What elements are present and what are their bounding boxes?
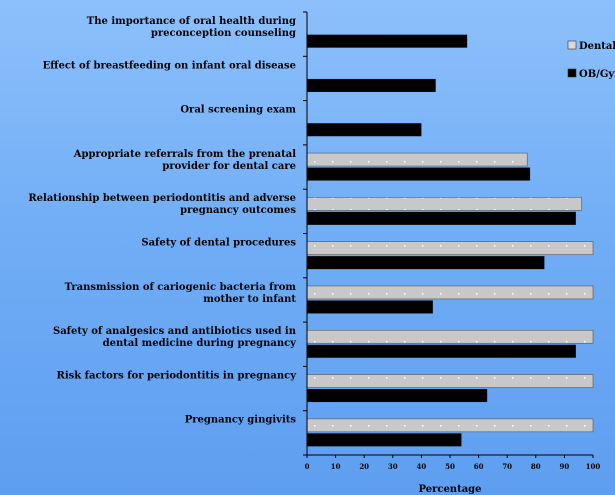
category-label-8: Risk factors for periodontitis in pregna…: [57, 370, 298, 381]
x-tick-label-9: 90: [560, 462, 570, 471]
x-tick-label-0: 0: [305, 462, 310, 471]
bar-dental-5: [306, 241, 594, 255]
legend: Dental OB/Gyn: [567, 40, 615, 80]
bar-obgyn-6: [307, 300, 433, 314]
bar-obgyn-0: [307, 34, 468, 48]
bar-obgyn-2: [307, 123, 422, 137]
category-label-2: Oral screening exam: [180, 105, 296, 116]
category-label-3: Appropriate referrals from the prenatal p…: [73, 149, 296, 172]
axes: 0 10 20 30 40 50 60 70 80 90 100 Percentage: [303, 11, 601, 495]
legend-label-dental: Dental: [579, 41, 615, 52]
x-tick-label-8: 80: [531, 462, 541, 471]
category-labels: The importance of oral health during prec…: [28, 16, 297, 426]
bar-obgyn-5: [307, 256, 545, 270]
bar-dental-7: [306, 329, 594, 344]
bar-dental-3: [306, 152, 528, 167]
category-label-4: Relationship between periodontitis and a…: [28, 193, 296, 216]
bar-obgyn-4: [307, 211, 576, 225]
bar-obgyn-9: [307, 433, 462, 447]
bar-obgyn-8: [307, 389, 488, 403]
bar-dental-8: [306, 374, 594, 388]
category-label-6: Transmission of cariogenic bacteria from…: [65, 282, 297, 305]
category-label-1: Effect of breastfeeding on infant oral d…: [43, 60, 296, 71]
x-tick-label-2: 20: [359, 462, 369, 471]
bar-obgyn-3: [307, 167, 531, 181]
bar-dental-4: [306, 197, 582, 211]
x-tick-label-10: 100: [586, 462, 601, 471]
legend-label-obgyn: OB/Gyn: [579, 69, 615, 80]
x-tick-label-6: 60: [474, 462, 484, 471]
x-tick-label-5: 50: [445, 462, 455, 471]
bar-obgyn-1: [307, 78, 436, 92]
category-label-7: Safety of analgesics and antibiotics use…: [53, 326, 297, 349]
legend-swatch-obgyn: [567, 68, 577, 78]
legend-swatch-dental: [567, 40, 577, 50]
bar-dental-6: [306, 285, 594, 300]
x-tick-label-4: 40: [417, 462, 427, 471]
bar-dental-9: [306, 418, 594, 433]
bars: [306, 34, 594, 447]
category-label-5: Safety of dental procedures: [141, 237, 296, 248]
category-label-9: Pregnancy gingivits: [185, 415, 297, 426]
bar-obgyn-7: [307, 344, 576, 358]
category-label-0: The importance of oral health during prec…: [87, 16, 296, 39]
x-tick-label-7: 70: [502, 462, 512, 471]
x-tick-label-3: 30: [388, 462, 398, 471]
x-axis-title: Percentage: [418, 484, 481, 495]
x-tick-label-1: 10: [331, 462, 341, 471]
